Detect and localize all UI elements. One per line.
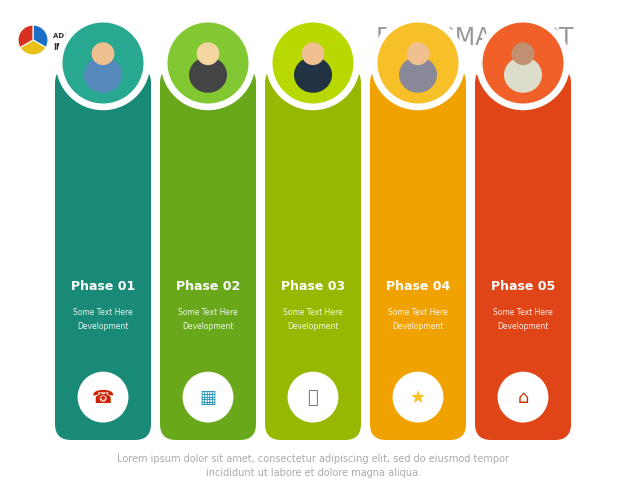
Text: Some Text Here: Some Text Here <box>178 307 238 316</box>
FancyBboxPatch shape <box>265 68 361 440</box>
Circle shape <box>393 372 443 423</box>
Circle shape <box>481 21 565 106</box>
Wedge shape <box>20 41 46 56</box>
Circle shape <box>498 372 548 423</box>
Text: Phase 02: Phase 02 <box>176 279 240 292</box>
Ellipse shape <box>84 58 122 94</box>
Text: Phase 01: Phase 01 <box>71 279 135 292</box>
Circle shape <box>476 17 570 111</box>
Circle shape <box>56 17 150 111</box>
Text: Development: Development <box>393 321 444 330</box>
Text: ⌕: ⌕ <box>307 388 319 407</box>
Text: Phase 03: Phase 03 <box>281 279 345 292</box>
Text: FLAT SMART ART: FLAT SMART ART <box>376 26 573 50</box>
Text: Some Text Here: Some Text Here <box>283 307 343 316</box>
Circle shape <box>61 21 145 106</box>
Text: Some Text Here: Some Text Here <box>388 307 448 316</box>
Circle shape <box>166 21 250 106</box>
Ellipse shape <box>189 58 227 94</box>
Circle shape <box>287 372 339 423</box>
Text: Lorem ipsum dolor sit amet, consectetur adipiscing elit, sed do eiusmod tempor: Lorem ipsum dolor sit amet, consectetur … <box>117 453 509 463</box>
FancyBboxPatch shape <box>160 68 256 440</box>
Circle shape <box>376 21 460 106</box>
FancyBboxPatch shape <box>55 68 151 440</box>
Ellipse shape <box>504 58 542 94</box>
Circle shape <box>197 43 219 66</box>
Circle shape <box>91 43 115 66</box>
Text: ADAPTIVE BUSINESS: ADAPTIVE BUSINESS <box>53 33 133 39</box>
Text: ★: ★ <box>410 388 426 407</box>
Text: Development: Development <box>497 321 548 330</box>
Text: Development: Development <box>287 321 339 330</box>
Text: Some Text Here: Some Text Here <box>73 307 133 316</box>
Text: Some Text Here: Some Text Here <box>493 307 553 316</box>
Text: INFOGRAPHICS: INFOGRAPHICS <box>53 43 126 52</box>
Ellipse shape <box>294 58 332 94</box>
FancyBboxPatch shape <box>370 68 466 440</box>
Wedge shape <box>33 26 48 48</box>
Text: Phase 04: Phase 04 <box>386 279 450 292</box>
Circle shape <box>78 372 128 423</box>
Circle shape <box>266 17 360 111</box>
Circle shape <box>371 17 465 111</box>
Ellipse shape <box>399 58 437 94</box>
Text: Phase 05: Phase 05 <box>491 279 555 292</box>
Wedge shape <box>18 26 33 48</box>
Text: Development: Development <box>182 321 233 330</box>
Circle shape <box>161 17 255 111</box>
Circle shape <box>407 43 429 66</box>
Circle shape <box>271 21 355 106</box>
Text: Development: Development <box>78 321 129 330</box>
Circle shape <box>511 43 535 66</box>
Text: ☎: ☎ <box>92 388 114 407</box>
Text: ▦: ▦ <box>200 388 217 407</box>
Text: incididunt ut labore et dolore magna aliqua.: incididunt ut labore et dolore magna ali… <box>205 467 421 477</box>
Circle shape <box>302 43 324 66</box>
Text: ⌂: ⌂ <box>517 388 529 407</box>
FancyBboxPatch shape <box>475 68 571 440</box>
Circle shape <box>183 372 233 423</box>
